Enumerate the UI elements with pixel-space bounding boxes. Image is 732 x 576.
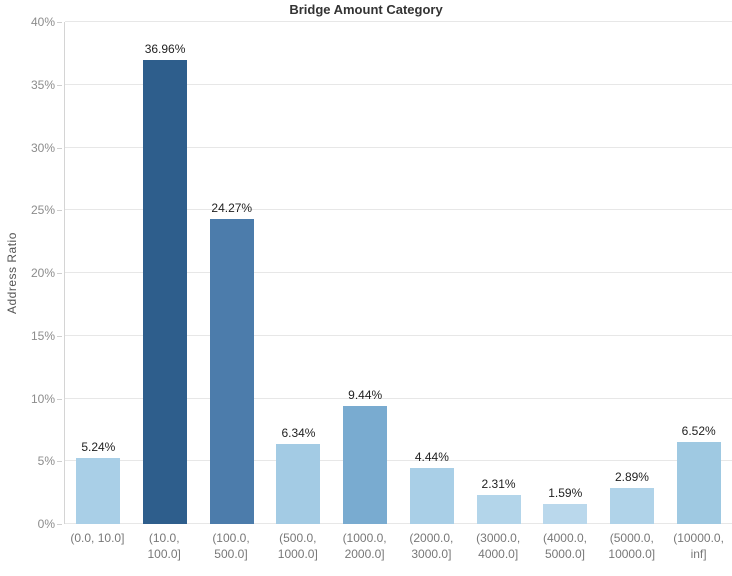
- bar-value-label: 36.96%: [144, 42, 186, 57]
- plot-area: 5.24% 36.96% 24.27% 6.34% 9.44% 4.44% 2.31% 1.5…: [64, 21, 732, 524]
- bar-value-label: 9.44%: [348, 387, 383, 402]
- y-tick-label: 35%: [30, 77, 63, 92]
- x-category-label: (500.0, 1000.0]: [277, 531, 318, 561]
- bar[interactable]: [76, 458, 121, 524]
- bar[interactable]: [209, 219, 254, 524]
- y-tick-label: 20%: [30, 266, 63, 280]
- bar-column: 4.44%: [399, 22, 466, 524]
- bar[interactable]: [543, 504, 588, 524]
- y-tick-label: 10%: [30, 391, 63, 406]
- y-tick-label: 5%: [37, 454, 63, 469]
- bar[interactable]: [676, 442, 721, 524]
- bar-column: 6.34%: [265, 22, 332, 524]
- x-category-label: (0.0, 10.0]: [70, 531, 125, 545]
- bar-value-label: 4.44%: [414, 450, 449, 465]
- y-tick-label: 25%: [30, 203, 63, 218]
- bar-column: 9.44%: [332, 22, 399, 524]
- x-category-label: (2000.0, 3000.0]: [409, 531, 454, 561]
- gridline: [65, 334, 732, 336]
- bar-value-label: 6.52%: [681, 424, 716, 439]
- bar-column: 36.96%: [132, 22, 199, 524]
- y-tick-label: 30%: [30, 140, 63, 155]
- bar[interactable]: [476, 495, 521, 524]
- x-category-label: (100.0, 500.0]: [212, 531, 250, 561]
- bar-column: 2.31%: [465, 22, 532, 524]
- gridline: [65, 209, 732, 211]
- y-tick-label: 0%: [37, 517, 63, 531]
- gridline: [65, 523, 732, 524]
- bar-column: 2.89%: [599, 22, 666, 524]
- bar-column: 5.24%: [65, 22, 132, 524]
- bar[interactable]: [276, 444, 321, 524]
- gridline: [65, 146, 732, 148]
- x-category-label: (5000.0, 10000.0]: [608, 531, 656, 561]
- x-category-label: (10.0, 100.0]: [147, 531, 181, 561]
- bar-value-label: 1.59%: [548, 486, 583, 501]
- bar-value-label: 24.27%: [211, 201, 253, 216]
- bar[interactable]: [609, 487, 654, 524]
- x-category-label: (10000.0, inf]: [673, 531, 724, 561]
- bar-value-label: 2.89%: [614, 469, 649, 484]
- x-category-label: (4000.0, 5000.0]: [542, 531, 587, 561]
- bar-column: 6.52%: [665, 22, 732, 524]
- bar[interactable]: [409, 468, 454, 524]
- bar[interactable]: [143, 60, 188, 524]
- x-category-label: (1000.0, 2000.0]: [342, 531, 387, 561]
- gridline: [65, 460, 732, 462]
- y-axis-ticks: 0% 5% 10% 15% 20% 25% 30% 35% 40%: [24, 15, 64, 531]
- x-axis-labels: (0.0, 10.0] (10.0, 100.0] (100.0, 500.0] (5…: [64, 524, 732, 576]
- y-tick-label: 15%: [30, 328, 63, 343]
- gridline: [65, 21, 732, 22]
- bar-column: 24.27%: [198, 22, 265, 524]
- chart-title: Bridge Amount Category: [289, 2, 443, 17]
- gridline: [65, 83, 732, 85]
- bar[interactable]: [343, 405, 388, 524]
- bars: 5.24% 36.96% 24.27% 6.34% 9.44% 4.44% 2.31% 1.5…: [65, 22, 732, 524]
- bar-value-label: 6.34%: [281, 426, 316, 441]
- gridline: [65, 397, 732, 399]
- y-tick-label: 40%: [30, 15, 63, 29]
- gridline: [65, 272, 732, 273]
- bar-value-label: 5.24%: [81, 440, 116, 455]
- bar-value-label: 2.31%: [481, 477, 516, 492]
- y-axis-title: Address Ratio: [5, 232, 19, 314]
- x-category-label: (3000.0, 4000.0]: [476, 531, 521, 561]
- bar-column: 1.59%: [532, 22, 599, 524]
